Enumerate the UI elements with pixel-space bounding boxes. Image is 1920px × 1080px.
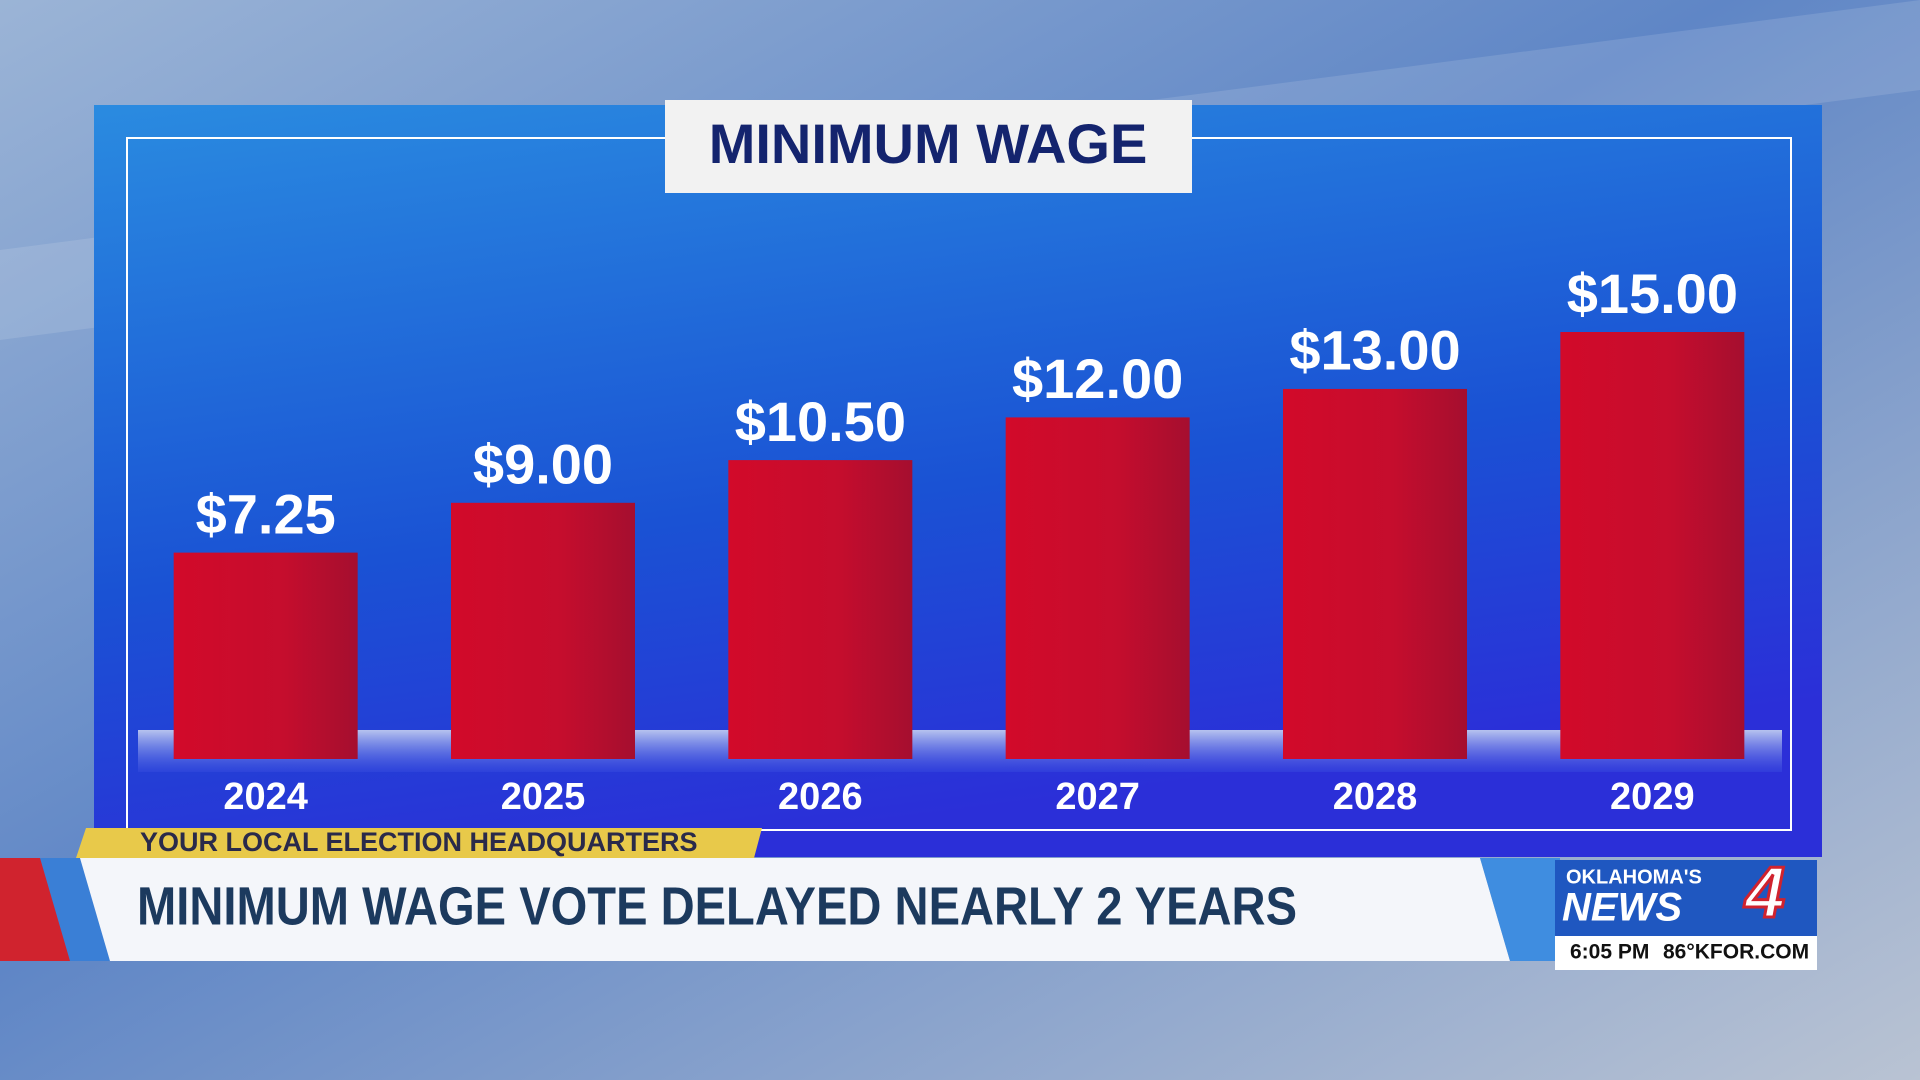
bar [1560, 332, 1745, 759]
floor-strip [138, 730, 1782, 772]
time: 6:05 PM [1570, 941, 1649, 964]
value-label: $7.25 [196, 482, 336, 545]
bar [728, 460, 913, 759]
blue-accent [40, 858, 110, 961]
x-tick-label: 2025 [501, 776, 586, 818]
blue-accent-right [1480, 858, 1560, 961]
weather: 86°KFOR.COM [1663, 941, 1809, 964]
x-tick-label: 2024 [223, 776, 308, 818]
x-tick-label: 2026 [778, 776, 863, 818]
x-tick-label: 2028 [1333, 776, 1418, 818]
bar [1283, 388, 1467, 759]
value-label: $9.00 [473, 433, 613, 496]
bar [173, 552, 358, 759]
logo-main: NEWS [1562, 886, 1682, 930]
tag-text: YOUR LOCAL ELECTION HEADQUARTERS [140, 827, 698, 857]
chart-title: MINIMUM WAGE [709, 112, 1148, 175]
logo-number: 4 [1743, 853, 1785, 933]
logo-top: OKLAHOMA'S [1566, 866, 1702, 888]
tag-strip [76, 828, 762, 858]
logo-info-box [1555, 936, 1817, 970]
logo-box [1555, 860, 1817, 936]
x-tick-label: 2029 [1610, 776, 1695, 818]
x-tick-label: 2027 [1055, 776, 1140, 818]
value-label: $15.00 [1567, 262, 1738, 325]
value-label: $12.00 [1012, 347, 1183, 410]
bars: $7.25 2024 $9.00 2025 $10.50 2026 $12.00 2027 $1… [173, 262, 1745, 818]
bar [451, 502, 635, 759]
value-label: $10.50 [735, 390, 906, 453]
headline-band [80, 858, 1510, 961]
headline: MINIMUM WAGE VOTE DELAYED NEARLY 2 YEARS [137, 876, 1297, 936]
title-box [665, 100, 1192, 193]
bar [1005, 417, 1190, 759]
value-label: $13.00 [1289, 319, 1460, 382]
